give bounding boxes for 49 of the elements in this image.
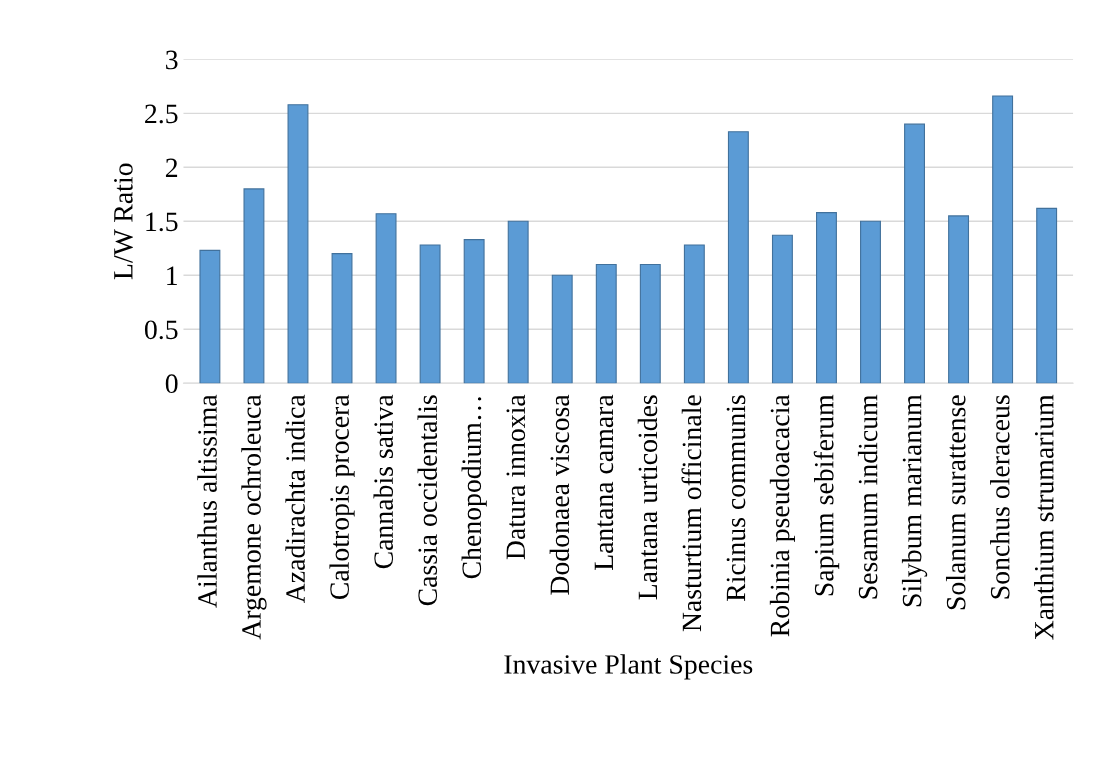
bar [507, 220, 529, 384]
x-tick-label: Sonchus oleraceus [990, 395, 1010, 599]
x-tick-label: Silybum marianum [901, 394, 928, 607]
y-axis-title: L/W Ratio [114, 163, 133, 280]
bar [683, 244, 705, 384]
x-tick-label: Chenopodium… [461, 397, 487, 579]
bar [287, 104, 309, 384]
x-tick-label: Sesamum indicum [857, 394, 878, 599]
bar [595, 263, 617, 384]
y-tick-label: 1 [167, 266, 177, 285]
bar [199, 249, 221, 384]
x-tick-label: Datura innoxia [506, 394, 526, 560]
x-tick-label: Azadirachta indica [285, 394, 305, 604]
bar [948, 215, 970, 384]
x-tick-label: Sapium sebiferum [813, 394, 840, 596]
bar [419, 244, 441, 384]
bar [815, 212, 837, 384]
x-tick-label: Calotropis procera [329, 394, 355, 600]
x-tick-label: Cannabis sativa [373, 394, 394, 569]
bar [771, 234, 793, 384]
bar [463, 239, 485, 384]
x-tick-label: Lantana camara [594, 394, 614, 571]
x-tick-label: Ailanthus altissima [197, 394, 217, 608]
y-tick-label: 2.5 [145, 104, 178, 124]
y-tick-label: 0 [165, 374, 178, 394]
y-tick-label: 1.5 [146, 212, 178, 232]
y-tick-label: 0.5 [144, 320, 178, 340]
x-tick-label: Dodonaea viscosa [549, 394, 570, 595]
bar [639, 263, 661, 384]
x-tick-label: Lantana urticoides [637, 395, 658, 600]
y-tick-label: 2 [165, 158, 178, 177]
x-tick-label: Nasturtium officinale [681, 395, 702, 632]
bar [860, 220, 881, 384]
bar [243, 188, 265, 384]
bar [331, 253, 353, 384]
bar [1036, 207, 1058, 384]
x-tick-label: Argemone ochroleuca [241, 394, 267, 640]
x-tick-label: Xanthium strumarium [1034, 394, 1054, 640]
bar [992, 95, 1014, 384]
y-tick-label: 3 [166, 50, 178, 70]
bar [727, 131, 749, 384]
x-tick-label: Solanum surattense [945, 395, 966, 610]
bar [904, 123, 926, 384]
x-axis-title: Invasive Plant Species [504, 654, 753, 680]
x-tick-label: Robinia pseudoacacia [769, 394, 796, 637]
x-tick-label: Cassia occidentalis [417, 395, 438, 606]
bar [375, 213, 397, 384]
x-tick-label: Ricinus communis [726, 395, 746, 602]
bar [551, 274, 573, 384]
